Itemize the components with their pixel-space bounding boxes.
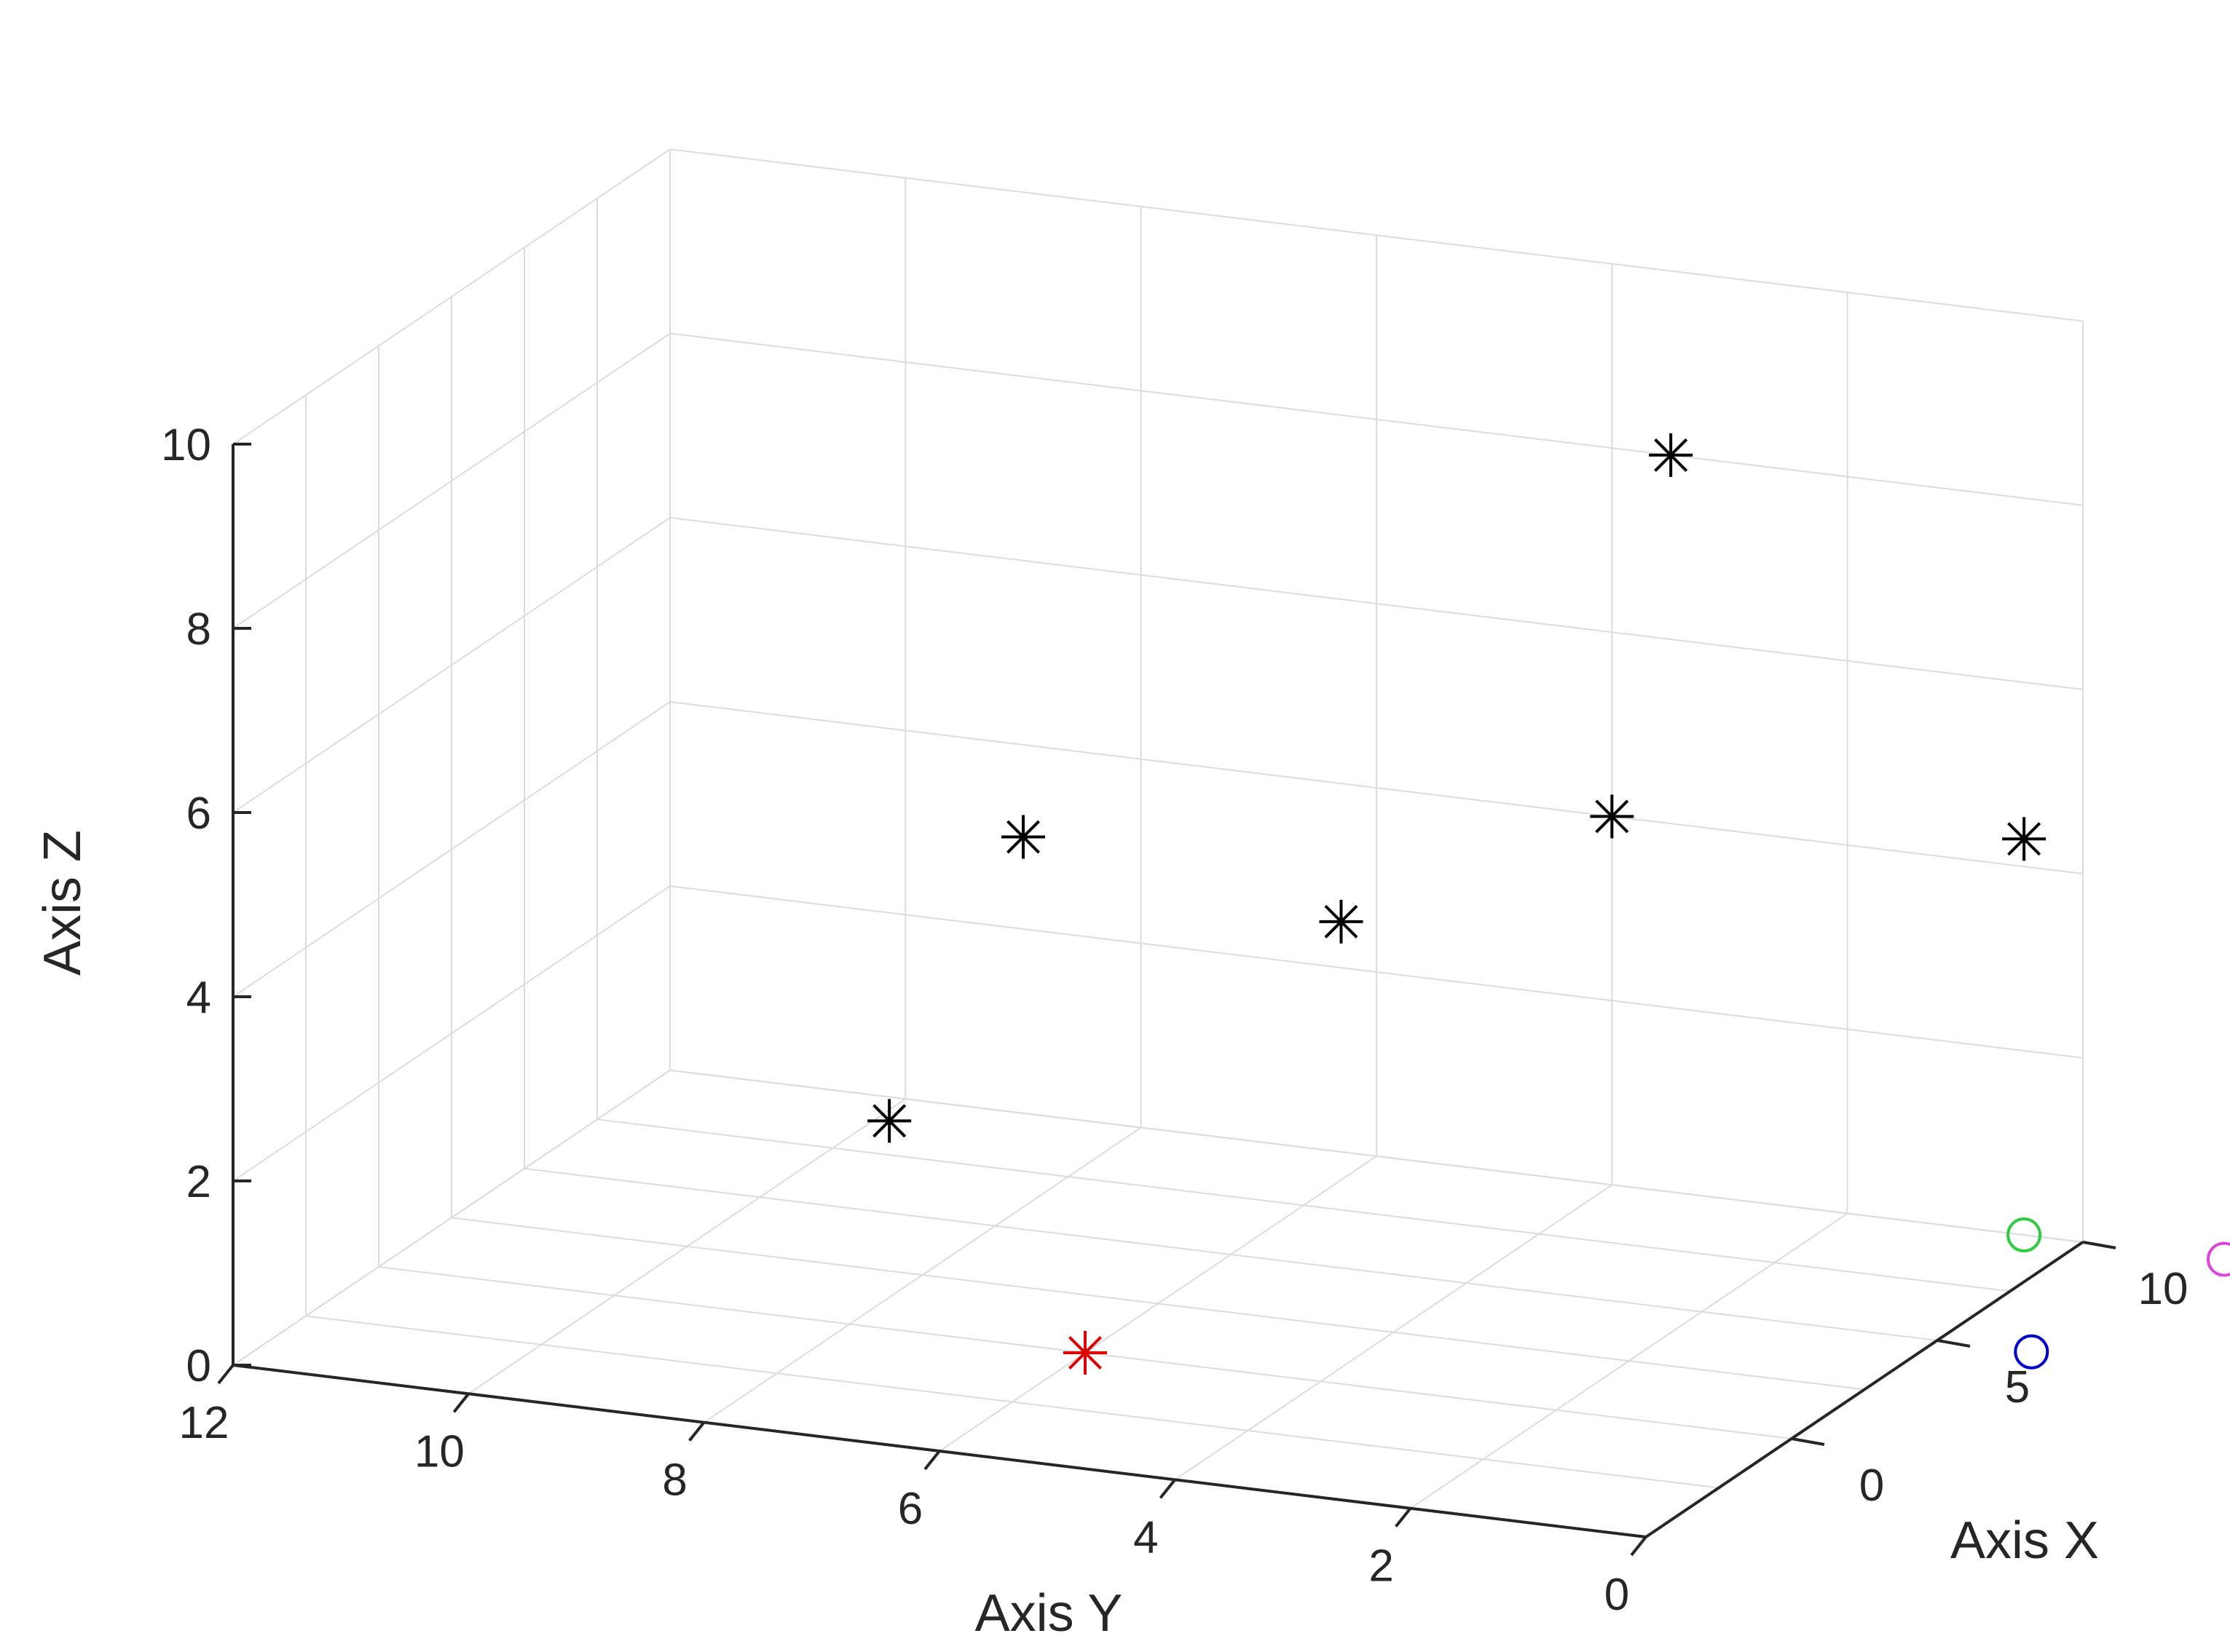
back-wall-grid-line: [669, 701, 2084, 874]
x-tick: [2082, 1241, 2116, 1249]
y-tick-label: 6: [898, 1484, 923, 1534]
z-tick-label: 4: [186, 973, 211, 1023]
y-tick-label: 10: [414, 1426, 465, 1477]
x-axis-line: [1644, 1241, 2084, 1538]
y-tick-label: 2: [1368, 1541, 1393, 1592]
y-tick: [923, 1450, 941, 1471]
y-tick: [1630, 1536, 1647, 1557]
asterisk-marker: [1001, 815, 1045, 859]
z-axis-label: Axis Z: [34, 830, 92, 976]
floor-grid-line: [669, 1070, 2084, 1243]
asterisk-marker: [1649, 433, 1693, 478]
x-tick-label: 0: [1859, 1461, 1884, 1511]
z-tick-label: 6: [186, 789, 211, 839]
y-tick: [1159, 1479, 1176, 1499]
back-wall-grid-line: [669, 885, 2084, 1059]
side-wall-grid-line: [232, 149, 671, 445]
y-tick-label: 12: [179, 1398, 229, 1448]
side-wall-grid-line: [232, 333, 671, 629]
x-tick-label: 5: [2005, 1362, 2030, 1412]
floor-grid-line: [596, 1118, 2011, 1292]
z-tick-label: 0: [186, 1341, 211, 1391]
z-tick-label: 2: [186, 1157, 211, 1207]
side-wall-grid-line: [232, 701, 671, 997]
z-tick-label: 8: [186, 604, 211, 655]
y-axis-label: Axis Y: [975, 1584, 1123, 1643]
axes-layer: [232, 444, 2084, 1538]
x-tick: [1937, 1339, 1971, 1348]
asterisk-marker: [1590, 794, 1634, 839]
y-tick: [1395, 1507, 1412, 1527]
y-tick: [688, 1421, 706, 1442]
points-layer: [867, 433, 2230, 1375]
y-tick-label: 4: [1133, 1512, 1158, 1562]
y-tick: [452, 1393, 470, 1413]
ticks-layer: 0 2 4 6 8 10 12 0 5 10 0 2 4 6 8 10: [161, 420, 2188, 1620]
x-axis-label: Axis X: [1950, 1511, 2099, 1570]
floor-grid-line: [451, 1217, 1865, 1391]
y-tick-label: 8: [662, 1455, 687, 1506]
y-tick-label: 0: [1604, 1570, 1629, 1620]
y-tick: [217, 1364, 235, 1385]
back-wall-grid-line: [669, 517, 2084, 690]
x-tick-label: 10: [2138, 1264, 2188, 1314]
x-tick: [1791, 1437, 1825, 1446]
circle-marker: [2006, 1217, 2042, 1253]
asterisk-marker: [1319, 899, 1363, 944]
side-wall-grid-line: [232, 885, 671, 1182]
asterisk-marker: [2002, 817, 2046, 861]
side-wall-grid-line: [232, 517, 671, 813]
z-tick-label: 10: [161, 420, 211, 470]
circle-marker: [2014, 1334, 2049, 1370]
floor-grid-line: [305, 1315, 1719, 1489]
floor-grid-line: [524, 1168, 1938, 1341]
grid-layer: [232, 149, 2084, 1538]
asterisk-marker: [1063, 1331, 1107, 1375]
back-wall-grid-line: [669, 333, 2084, 506]
asterisk-marker: [867, 1099, 912, 1143]
circle-marker: [2207, 1241, 2230, 1277]
back-wall-grid-line: [669, 149, 2084, 322]
